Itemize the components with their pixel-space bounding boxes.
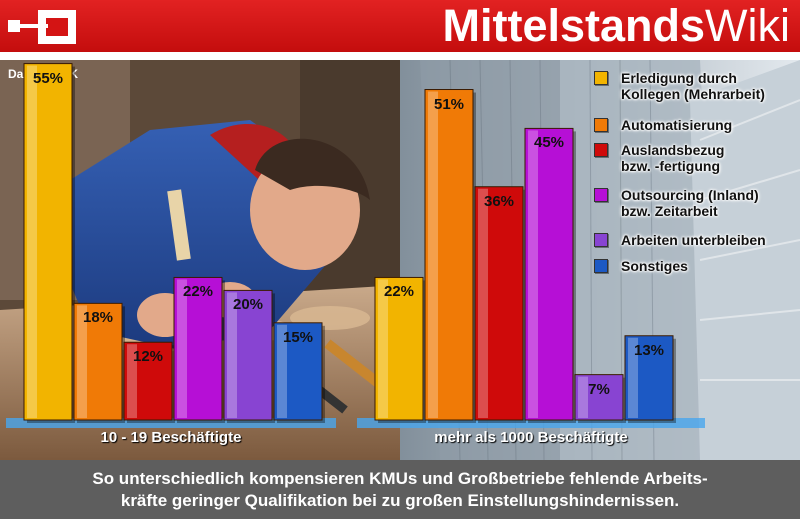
legend-swatch [594,259,608,273]
legend-label: Auslandsbezug bzw. -fertigung [621,142,725,174]
legend-label: Erledigung durch Kollegen (Mehrarbeit) [621,70,765,102]
bar-chart [6,63,705,428]
bar-highlight [628,337,638,418]
bar-highlight [227,292,237,418]
bar [123,341,173,421]
bar [524,127,574,421]
legend-swatch [594,143,608,157]
brand-title-bold: Mittelstands [442,0,706,51]
bar-highlight [177,279,187,418]
bar-value-label: 7% [588,380,610,398]
bar-highlight [428,91,438,418]
bar-value-label: 51% [433,95,465,113]
legend-label: Sonstiges [621,258,688,274]
bar-value-label: 36% [483,192,515,210]
bar-value-label: 15% [282,328,314,346]
bar-value-label: 13% [633,341,665,359]
bar [223,289,273,421]
bar-highlight [77,305,87,418]
legend-swatch [594,71,608,85]
bar-highlight [378,279,388,418]
chart-caption: So unterschiedlich kompensieren KMUs und… [0,460,800,519]
bar [23,63,73,421]
bar-highlight [528,130,538,418]
bar-value-label: 55% [32,69,64,87]
category-label: 10 - 19 Beschäftigte [100,429,242,446]
bar [474,186,524,421]
bar [73,302,123,421]
brand-title: MittelstandsWiki [443,1,791,51]
bar-highlight [578,376,588,418]
legend-label: Arbeiten unterbleiben [621,232,766,248]
bar-value-label: 12% [132,348,164,366]
legend-swatch [594,233,608,247]
header-banner: MittelstandsWiki [0,0,800,52]
legend-swatch [594,188,608,202]
legend-label: Outsourcing (Inland) bzw. Zeitarbeit [621,187,759,219]
bar-value-label: 18% [82,309,114,327]
bar-value-label: 22% [383,283,415,301]
header-divider [0,52,800,60]
bar-highlight [277,324,287,418]
bar-highlight [127,344,137,418]
mittelstandswiki-logo-icon [8,10,76,44]
category-label: mehr als 1000 Beschäftigte [434,429,628,446]
legend-swatch [594,118,608,132]
brand-title-light: Wiki [705,0,790,51]
bar [624,335,674,421]
bar-highlight [478,188,488,418]
bar [273,322,323,421]
bar-highlight [27,65,37,418]
bar-value-label: 22% [182,283,214,301]
bar [173,276,223,421]
category-axis-band [6,418,336,428]
bar-value-label: 20% [232,296,264,314]
bar [374,276,424,421]
bar [424,89,474,421]
bar [574,374,624,421]
bar-value-label: 45% [533,134,565,152]
category-axis-band [357,418,705,428]
legend-label: Automatisierung [621,117,733,133]
